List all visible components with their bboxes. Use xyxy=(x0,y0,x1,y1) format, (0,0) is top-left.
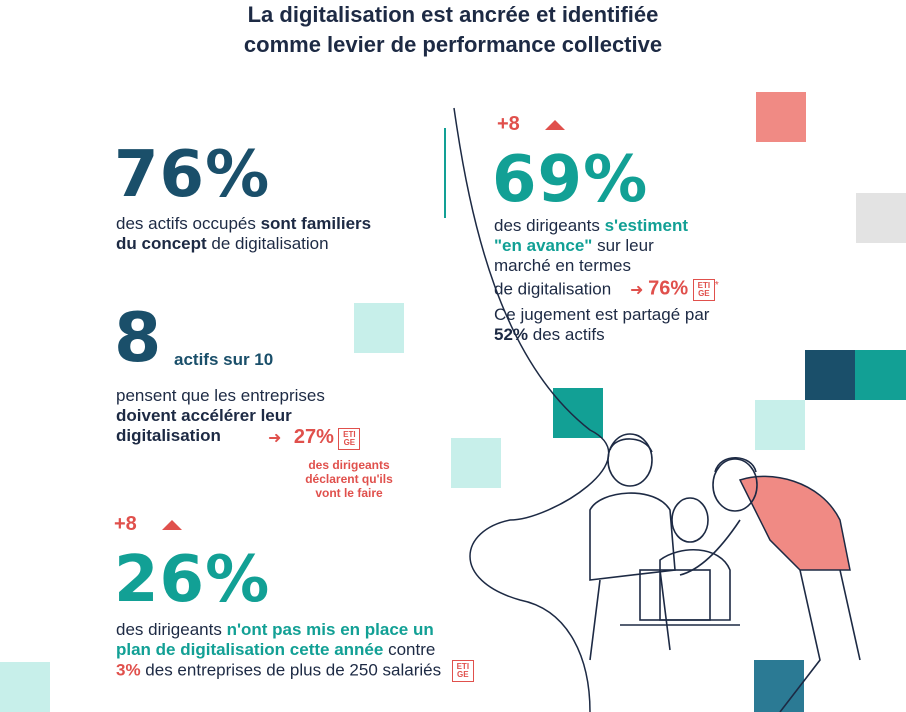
eti-ge-badge: ETI GE xyxy=(451,660,474,682)
decor-square-gray xyxy=(856,193,906,243)
decor-square-lightteal4 xyxy=(0,662,50,712)
eti-ge-badge: ETI GE xyxy=(692,279,715,302)
decor-square-teal xyxy=(855,350,906,400)
stat3-eti: ➜ 27% ETI GE xyxy=(268,426,361,450)
stat3-value: 8 xyxy=(114,299,163,378)
up-arrow-icon xyxy=(545,119,566,130)
decor-square-pink xyxy=(756,92,806,142)
divider-line xyxy=(444,128,446,218)
people-illustration xyxy=(453,107,861,712)
stat2-change: +8 xyxy=(497,112,566,136)
stat3-eti-text: des dirigeants déclarent qu'ils vont le … xyxy=(305,458,393,500)
stat4-text: des dirigeants n'ont pas mis en place un… xyxy=(116,620,576,682)
stat3-suffix: actifs sur 10 xyxy=(174,350,274,369)
stat2-text: des dirigeants s'estiment "en avance" su… xyxy=(494,216,719,345)
stat4-change: +8 xyxy=(114,512,183,536)
stat3-text: pensent que les entreprises doivent accé… xyxy=(116,386,325,445)
stat1-value: 76% xyxy=(114,138,271,212)
title-line-1: La digitalisation est ancrée et identifi… xyxy=(247,2,659,27)
stat4-value: 26% xyxy=(114,543,271,617)
decor-square-navy2 xyxy=(754,660,804,712)
up-arrow-icon xyxy=(162,519,183,530)
decor-square-lightteal xyxy=(755,400,805,450)
decor-square-lightteal2 xyxy=(354,303,404,353)
stat2-value: 69% xyxy=(492,143,649,217)
decor-square-navy xyxy=(805,350,855,400)
arrow-right-icon: ➜ xyxy=(629,281,644,299)
eti-ge-badge: ETI GE xyxy=(338,427,361,450)
arrow-right-icon: ➜ xyxy=(268,430,282,447)
stat1-text: des actifs occupés sont familiers du con… xyxy=(116,214,372,253)
decor-square-lightteal3 xyxy=(451,438,501,488)
title-line-2: comme levier de performance collective xyxy=(243,32,663,57)
page-title: La digitalisation est ancrée et identifi… xyxy=(0,0,906,60)
decor-square-teal2 xyxy=(553,388,603,438)
